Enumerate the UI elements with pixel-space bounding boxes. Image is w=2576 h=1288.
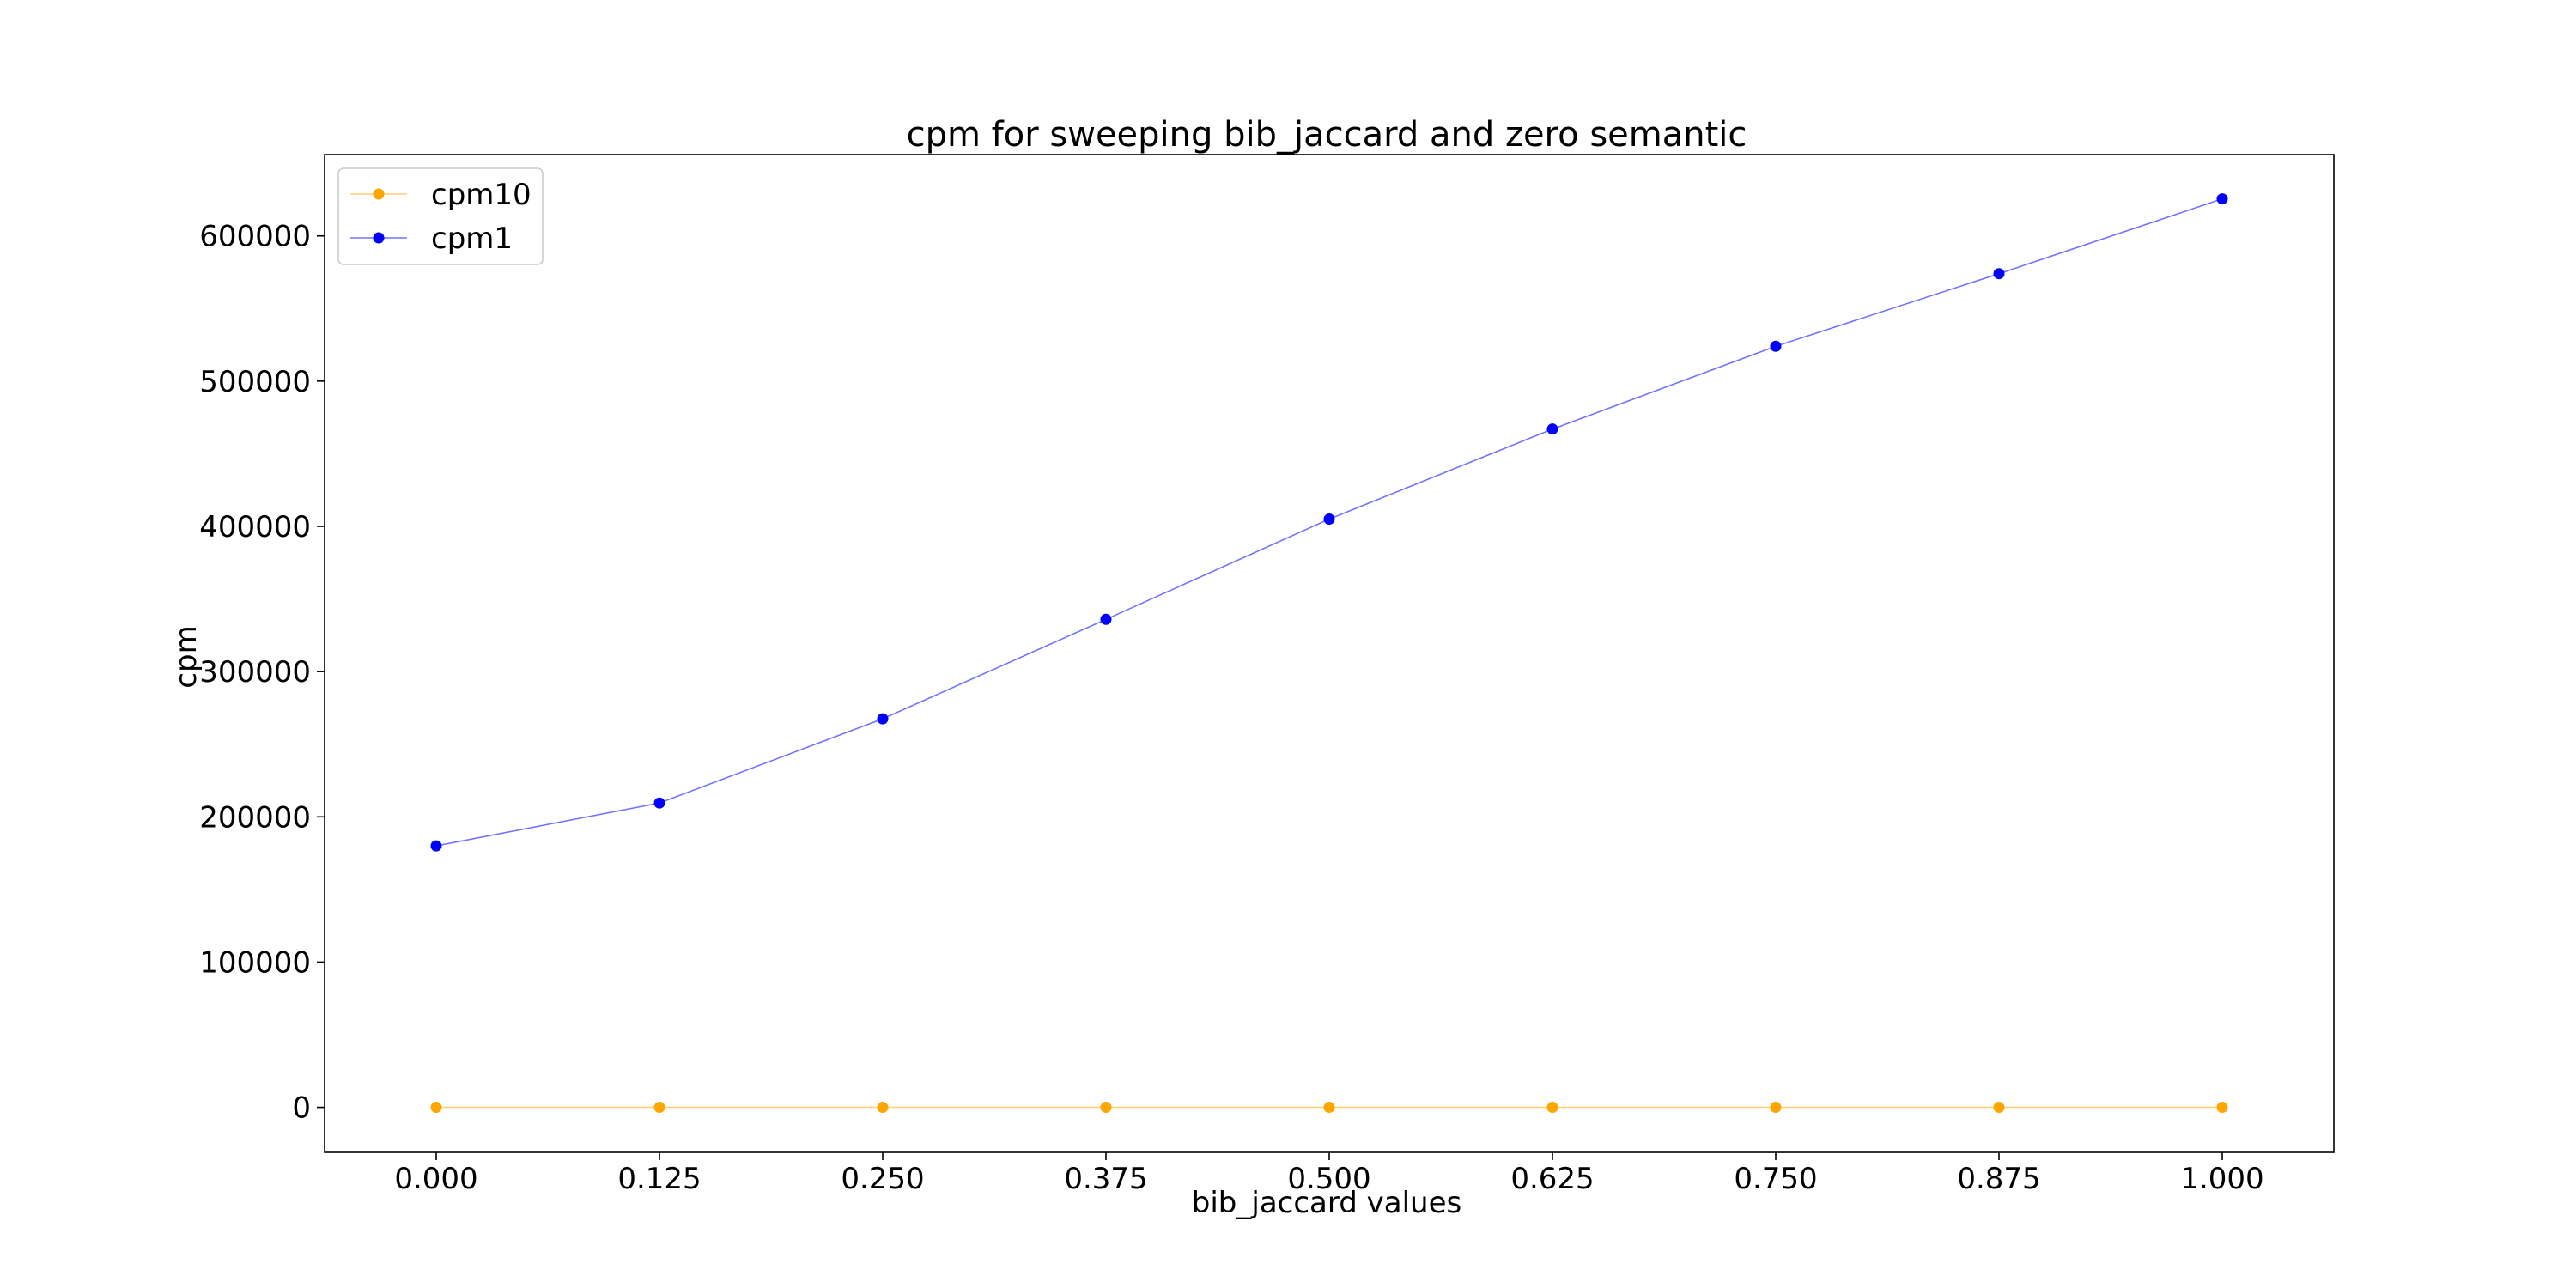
data-point-cpm1 (653, 797, 665, 809)
y-tick-label: 600000 (199, 220, 311, 254)
data-point-cpm10 (653, 1102, 665, 1114)
y-tick-label: 0 (292, 1091, 311, 1126)
data-point-cpm1 (1546, 423, 1558, 435)
data-point-cpm10 (1546, 1102, 1558, 1114)
x-tick-label: 0.250 (841, 1162, 924, 1196)
x-tick-label: 0.625 (1510, 1162, 1594, 1196)
data-point-cpm10 (430, 1102, 442, 1114)
y-tick-label: 400000 (199, 510, 311, 544)
data-point-cpm10 (877, 1102, 889, 1114)
data-point-cpm10 (1100, 1102, 1112, 1114)
axes: 0.000 0.125 0.250 0.375 0.500 0.625 0.750 0.875… (199, 154, 2335, 1196)
data-point-cpm1 (1770, 340, 1782, 352)
x-tick-label: 0.375 (1064, 1162, 1147, 1196)
y-axis-label: cpm (169, 625, 204, 688)
legend-marker-cpm1 (373, 232, 385, 244)
legend-label-cpm1: cpm1 (431, 222, 513, 256)
data-point-cpm1 (1100, 613, 1112, 625)
data-point-cpm10 (1770, 1102, 1782, 1114)
y-tick-label: 200000 (199, 800, 311, 835)
data-point-cpm1 (430, 840, 442, 852)
chart-title: cpm for sweeping bib_jaccard and zero se… (907, 115, 1747, 155)
y-tick-label: 300000 (199, 655, 311, 690)
legend-marker-cpm10 (373, 188, 385, 200)
legend-box (337, 167, 544, 265)
x-tick-label: 0.500 (1287, 1162, 1370, 1196)
data-point-cpm1 (1323, 513, 1335, 526)
x-tick-label: 0.125 (617, 1162, 701, 1196)
x-axis-label: bib_jaccard values (1192, 1186, 1461, 1220)
x-tick-label: 0.875 (1957, 1162, 2040, 1196)
y-tick-label: 500000 (199, 365, 311, 399)
legend-label-cpm10: cpm10 (431, 178, 532, 212)
legend: cpm10 cpm1 (337, 167, 544, 265)
data-point-cpm1 (1993, 268, 2005, 280)
x-tick-label: 0.000 (394, 1162, 477, 1196)
data-point-cpm1 (877, 713, 889, 725)
x-tick-label: 1.000 (2180, 1162, 2263, 1196)
x-tick-label: 0.750 (1734, 1162, 1817, 1196)
data-point-cpm10 (2216, 1102, 2228, 1114)
y-tick-label: 100000 (199, 945, 311, 980)
plot-area (430, 193, 2228, 1114)
data-point-cpm10 (1993, 1102, 2005, 1114)
data-point-cpm1 (2216, 193, 2228, 205)
plot-frame (324, 154, 2335, 1153)
data-point-cpm10 (1323, 1102, 1335, 1114)
